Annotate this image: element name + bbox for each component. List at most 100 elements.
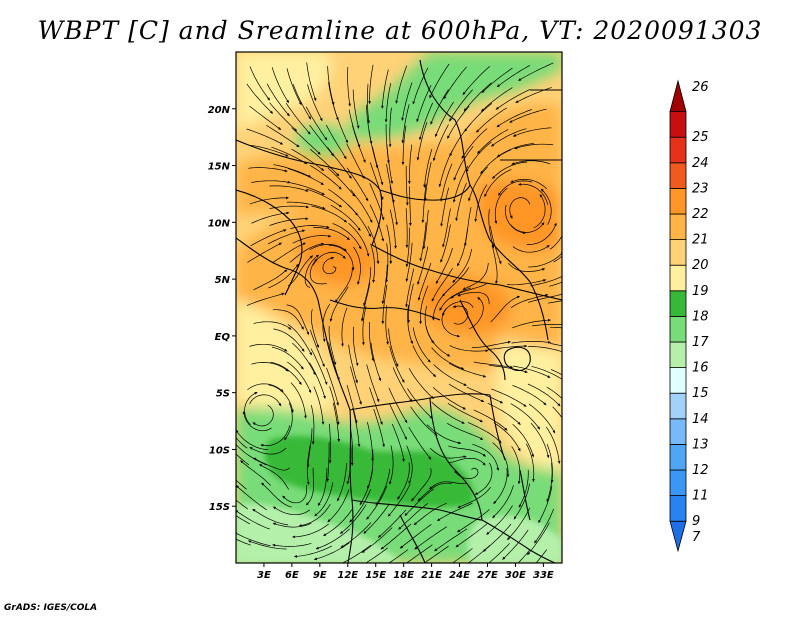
streamline xyxy=(511,446,521,485)
streamline xyxy=(271,67,289,104)
streamline xyxy=(314,482,334,517)
streamline xyxy=(236,453,250,466)
streamline xyxy=(405,268,415,308)
streamline xyxy=(327,66,335,106)
streamline xyxy=(449,89,473,122)
streamline xyxy=(332,223,362,250)
colorbar-label: 24 xyxy=(692,156,709,171)
streamline xyxy=(408,368,435,400)
streamline xyxy=(452,165,469,203)
streamline xyxy=(260,425,291,447)
streamline xyxy=(291,127,321,155)
streamline xyxy=(242,410,272,432)
streamline xyxy=(552,406,562,419)
streamline xyxy=(388,387,408,424)
streamline xyxy=(450,283,488,299)
streamline xyxy=(310,148,340,177)
streamline xyxy=(468,166,488,202)
lake-malawi xyxy=(519,469,531,521)
streamline xyxy=(287,324,312,356)
streamline xyxy=(337,544,372,563)
streamline xyxy=(269,185,309,192)
streamline xyxy=(306,428,313,468)
streamline xyxy=(349,489,371,523)
streamline xyxy=(405,227,410,268)
streamline xyxy=(407,305,413,345)
streamline xyxy=(491,244,498,285)
border-3 xyxy=(419,59,491,241)
wbpt-shaded-field xyxy=(236,52,562,563)
colorbar-label: 23 xyxy=(692,181,709,196)
streamline xyxy=(252,404,274,427)
streamline xyxy=(236,442,267,466)
streamline xyxy=(405,242,413,282)
colorbar-segment xyxy=(669,239,687,266)
lat-tick-label: 10N xyxy=(208,218,231,229)
streamline xyxy=(389,346,405,383)
streamline xyxy=(401,104,410,144)
streamline xyxy=(385,305,389,345)
border-10 xyxy=(481,519,556,563)
streamline xyxy=(407,283,414,324)
streamline xyxy=(417,262,432,301)
streamline xyxy=(406,445,413,485)
lon-tick-label: 15E xyxy=(365,570,386,581)
streamline xyxy=(244,391,258,425)
streamline xyxy=(510,403,541,430)
streamline xyxy=(287,255,314,287)
streamline xyxy=(246,292,285,306)
streamline xyxy=(421,183,427,224)
streamline xyxy=(487,402,521,425)
streamline xyxy=(249,343,288,352)
streamline xyxy=(306,188,343,208)
streamline xyxy=(253,269,288,291)
streamline xyxy=(293,545,333,558)
streamline xyxy=(341,307,348,347)
streamline xyxy=(250,229,287,247)
streamline xyxy=(419,285,429,325)
streamline xyxy=(370,342,382,382)
lon-tick-label: 9E xyxy=(313,570,327,581)
streamline xyxy=(429,63,450,99)
streamline xyxy=(271,346,304,370)
streamline xyxy=(327,147,352,179)
streamline xyxy=(266,83,290,117)
streamline xyxy=(384,83,392,123)
streamline xyxy=(448,362,487,378)
streamline xyxy=(322,509,353,537)
streamline xyxy=(307,84,323,122)
streamline xyxy=(236,531,271,547)
streamline xyxy=(389,403,407,440)
streamline xyxy=(493,468,508,505)
lat-tick-label: 5N xyxy=(215,275,231,286)
streamline xyxy=(528,403,556,434)
streamline xyxy=(414,526,447,550)
streamline xyxy=(285,103,311,135)
colorbar-segment xyxy=(669,187,687,215)
streamline xyxy=(455,523,488,548)
streamline xyxy=(249,196,290,205)
streamline xyxy=(305,467,314,506)
field-yellow-east xyxy=(496,340,562,470)
streamline xyxy=(377,509,407,538)
lat-tick-label: 15N xyxy=(208,162,231,173)
streamline xyxy=(326,442,330,482)
streamline xyxy=(363,503,390,534)
streamline xyxy=(431,347,465,370)
colorbar-segment xyxy=(669,136,687,164)
streamline xyxy=(442,208,451,248)
lat-tick-label: EQ xyxy=(215,332,231,343)
streamline xyxy=(448,383,485,402)
streamline xyxy=(287,168,324,185)
colorbar-label: 9 xyxy=(692,514,700,529)
streamline xyxy=(252,508,289,526)
longitude-axis: 3E 6E 9E 12E 15E 18E 21E 24E 27E 30E 33E xyxy=(257,563,554,581)
colorbar-segment xyxy=(669,392,687,420)
streamline xyxy=(247,540,287,550)
lake-victoria xyxy=(503,346,531,372)
colorbar-segment xyxy=(669,162,687,189)
colorbar-segment xyxy=(669,111,687,138)
streamline xyxy=(313,542,350,561)
streamline xyxy=(545,426,561,464)
streamline xyxy=(290,225,330,229)
